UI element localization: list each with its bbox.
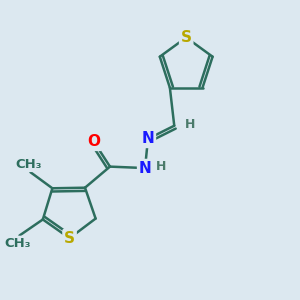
Text: H: H [185, 118, 196, 131]
Text: CH₃: CH₃ [5, 237, 31, 250]
Text: H: H [156, 160, 166, 173]
Text: N: N [139, 160, 152, 175]
Text: S: S [181, 30, 192, 45]
Text: O: O [87, 134, 101, 149]
Text: S: S [64, 231, 75, 246]
Text: N: N [142, 131, 154, 146]
Text: CH₃: CH₃ [16, 158, 42, 171]
